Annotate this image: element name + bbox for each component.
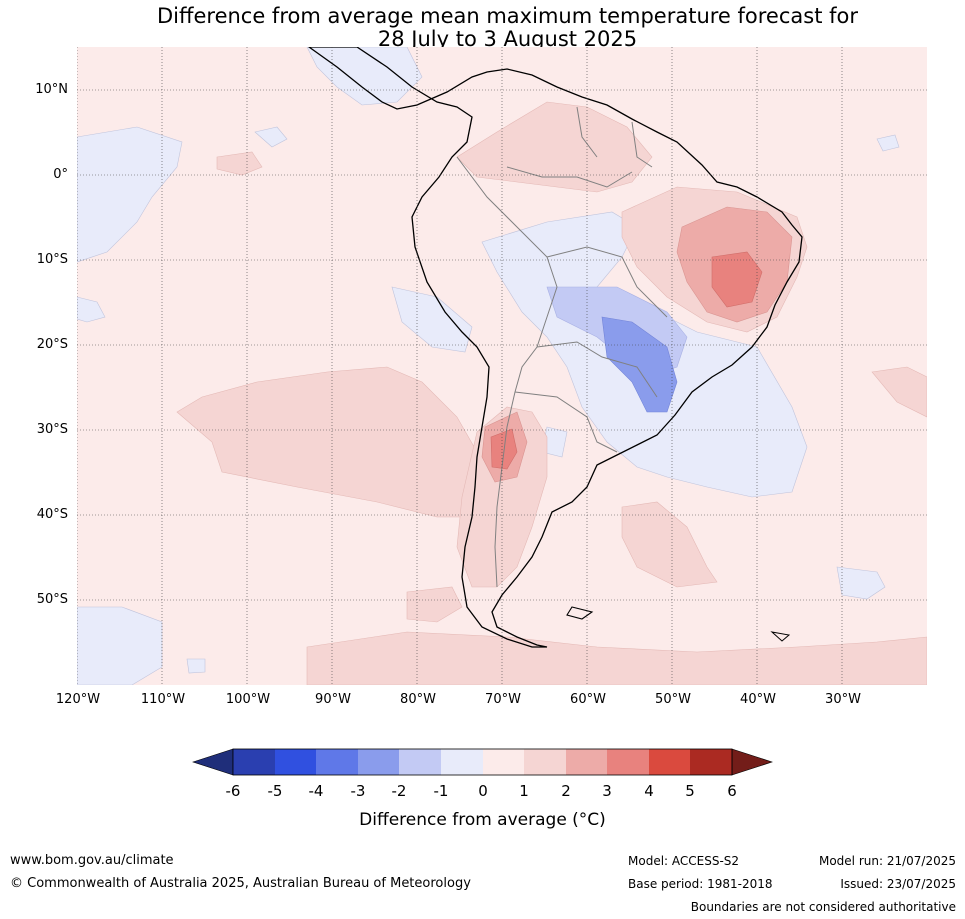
- country-borders: [456, 106, 668, 588]
- model-name: Model: ACCESS-S2: [628, 854, 740, 868]
- colorbar-segment-3-4: [607, 749, 649, 775]
- colorbar-tick-neg2: -2: [391, 782, 407, 800]
- colorbar-segment-2-3: [566, 749, 607, 775]
- north-south-america-warm-region: [456, 101, 653, 193]
- colorbar-segment-neg2-neg1: [399, 749, 441, 775]
- colorbar-tick-6: 6: [727, 782, 737, 800]
- colorbar-tick-neg3: -3: [350, 782, 366, 800]
- base-period: Base period: 1981-2018: [628, 877, 773, 891]
- boundaries-disclaimer: Boundaries are not considered authoritat…: [690, 900, 956, 914]
- colorbar-tick-neg5: -5: [267, 782, 283, 800]
- far-south-warm-patch: [406, 586, 463, 623]
- graticule: [77, 47, 927, 685]
- colorbar-outline: [232, 748, 733, 776]
- colorbar-label: Difference from average (°C): [359, 810, 606, 830]
- south-atlantic-cool-patch: [836, 566, 886, 600]
- eastern-pacific-warm-patch: [216, 151, 263, 176]
- colorbar-segment-0-1: [483, 749, 524, 775]
- longitude-label-100w: 100°W: [225, 692, 271, 707]
- colorbar-tick-4: 4: [644, 782, 654, 800]
- pacific-cool-patch: [77, 296, 106, 323]
- colorbar-segment-neg5-neg4: [275, 749, 316, 775]
- south-atlantic-warm-region: [621, 501, 718, 588]
- colorbar-tick-neg6: -6: [225, 782, 241, 800]
- southwest-cool-region: [77, 606, 163, 685]
- colorbar-tick-0: 0: [478, 782, 488, 800]
- latitude-label-40s: 40°S: [36, 507, 68, 522]
- colorbar-tick-neg1: -1: [433, 782, 449, 800]
- latitude-label-10s: 10°S: [36, 252, 68, 267]
- colorbar-segment-5-6: [690, 749, 732, 775]
- colorbar-segment-neg6-neg5: [233, 749, 275, 775]
- colorbar: [192, 748, 773, 776]
- south-pacific-cool-patch: [186, 658, 206, 674]
- map-title-line-2: 28 July to 3 August 2025: [377, 27, 638, 51]
- latitude-label-10n: 10°N: [35, 82, 68, 97]
- colorbar-tick-neg4: -4: [308, 782, 324, 800]
- copyright-notice: © Commonwealth of Australia 2025, Austra…: [10, 876, 471, 891]
- pacific-cool-region: [77, 126, 183, 263]
- colorbar-segment-neg1-0: [441, 749, 483, 775]
- colorbar-tick-5: 5: [685, 782, 695, 800]
- central-america-cool-region: [306, 47, 423, 106]
- longitude-label-70w: 70°W: [485, 692, 521, 707]
- colorbar-segment-4-5: [649, 749, 690, 775]
- southern-ocean-warm-region: [306, 631, 927, 685]
- offshore-peru-cool-patch: [391, 286, 473, 353]
- colorbar-segment-below-neg6: [192, 748, 234, 776]
- south-america-coastline: [307, 47, 803, 648]
- colorbar-tick-2: 2: [561, 782, 571, 800]
- longitude-label-90w: 90°W: [315, 692, 351, 707]
- longitude-label-50w: 50°W: [655, 692, 691, 707]
- colorbar-tick-3: 3: [602, 782, 612, 800]
- map-title-line-1: Difference from average mean maximum tem…: [157, 4, 858, 28]
- latitude-label-20s: 20°S: [36, 337, 68, 352]
- longitude-label-40w: 40°W: [740, 692, 776, 707]
- issued-date: Issued: 23/07/2025: [840, 877, 956, 891]
- falkland-islands-outline: [566, 606, 594, 620]
- colorbar-tick-1: 1: [519, 782, 529, 800]
- colorbar-segment-neg4-neg3: [316, 749, 358, 775]
- model-run-date: Model run: 21/07/2025: [818, 854, 956, 868]
- east-atlantic-warm-patch: [871, 366, 927, 418]
- south-georgia-outline: [770, 631, 791, 642]
- longitude-label-60w: 60°W: [570, 692, 606, 707]
- longitude-label-120w: 120°W: [55, 692, 101, 707]
- forecast-map: [77, 47, 927, 685]
- colorbar-segment-neg3-neg2: [358, 749, 399, 775]
- negative-anomaly-strong-region: [601, 316, 678, 413]
- latitude-label-0: 0°: [53, 167, 68, 182]
- longitude-label-30w: 30°W: [825, 692, 861, 707]
- small-cool-patch: [254, 126, 288, 148]
- latitude-label-50s: 50°S: [36, 592, 68, 607]
- website-link[interactable]: www.bom.gov.au/climate: [10, 853, 174, 868]
- latitude-label-30s: 30°S: [36, 422, 68, 437]
- positive-anomaly-strong-region: [711, 251, 763, 308]
- longitude-label-110w: 110°W: [140, 692, 186, 707]
- atlantic-cool-patch: [876, 134, 900, 152]
- longitude-label-80w: 80°W: [400, 692, 436, 707]
- colorbar-segment-1-2: [524, 749, 566, 775]
- colorbar-segment-above-6: [731, 748, 773, 776]
